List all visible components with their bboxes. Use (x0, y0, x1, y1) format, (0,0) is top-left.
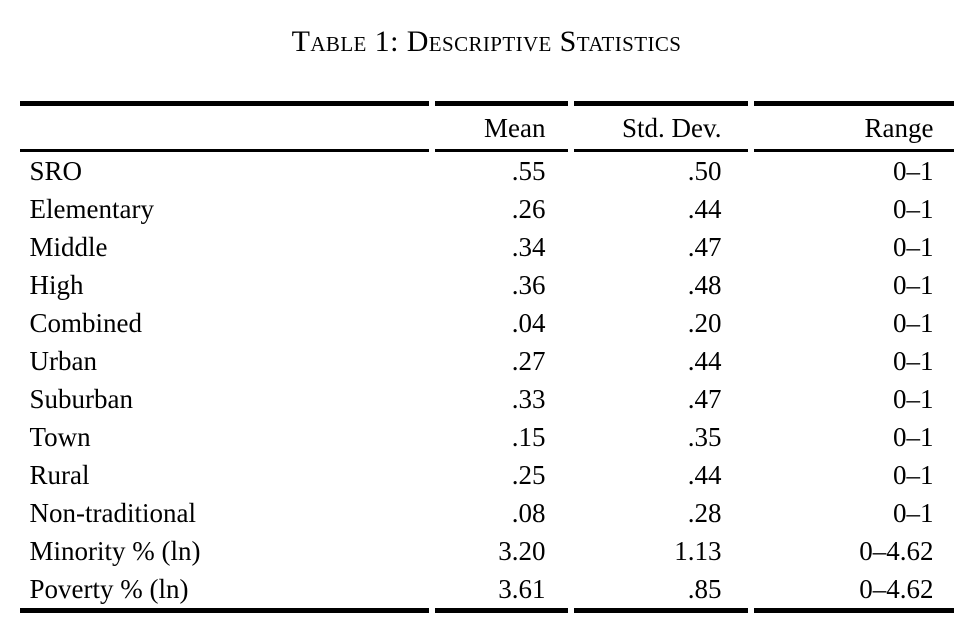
row-range-value: 0–4.62 (753, 570, 954, 613)
table-header-row: Mean Std. Dev. Range (19, 101, 954, 152)
table-row: Non-traditional .08 .28 0–1 (20, 494, 954, 532)
table-row: Combined .04 .20 0–1 (20, 304, 954, 342)
row-range-value: 0–1 (893, 422, 934, 452)
row-mean-value: .25 (511, 460, 546, 490)
row-std-value: .44 (687, 346, 722, 376)
table-row: Minority % (ln) 3.20 1.13 0–4.62 (20, 532, 954, 570)
row-std-value: .47 (687, 384, 722, 414)
row-std-value: .44 (687, 460, 722, 490)
row-range-value: 0–1 (893, 194, 934, 224)
row-std-value: .35 (687, 422, 722, 452)
header-range: Range (753, 101, 954, 152)
header-variable (19, 101, 429, 152)
table-row: Poverty % (ln) 3.61 .85 0–4.62 (19, 570, 954, 613)
header-std-dev: Std. Dev. (573, 101, 748, 152)
row-mean-value: .33 (511, 384, 546, 414)
row-mean-value: .55 (511, 156, 546, 186)
row-range-value: 0–1 (893, 346, 934, 376)
table-title: Table 1: Descriptive Statistics (291, 25, 682, 58)
row-mean-value: .34 (511, 232, 546, 262)
table-row: Middle .34 .47 0–1 (20, 228, 954, 266)
row-mean-value: .08 (511, 498, 546, 528)
row-range-value: 0–1 (893, 232, 934, 262)
row-label: Urban (29, 346, 97, 376)
row-std-value: .85 (573, 570, 748, 613)
row-label: Town (29, 422, 91, 452)
table-row: Elementary .26 .44 0–1 (20, 190, 954, 228)
table-row: SRO .55 .50 0–1 (20, 152, 954, 190)
table-row: Urban .27 .44 0–1 (20, 342, 954, 380)
row-range-value: 0–1 (893, 308, 934, 338)
table-body: SRO .55 .50 0–1 Elementary .26 .44 0–1 M… (19, 152, 954, 613)
table-row: Town .15 .35 0–1 (20, 418, 954, 456)
row-label: Combined (29, 308, 143, 338)
row-range-value: 0–1 (893, 156, 934, 186)
row-std-value: 1.13 (674, 536, 722, 566)
row-std-value: .47 (687, 232, 722, 262)
descriptive-statistics-table: Mean Std. Dev. Range SRO .55 .50 0–1 Ele… (14, 101, 960, 613)
row-mean-value: 3.61 (434, 570, 568, 613)
row-range-value: 0–4.62 (859, 536, 934, 566)
row-std-value: .20 (687, 308, 722, 338)
row-std-value: .44 (687, 194, 722, 224)
row-mean-value: .26 (511, 194, 546, 224)
row-range-value: 0–1 (893, 498, 934, 528)
row-label: Suburban (29, 384, 134, 414)
row-std-value: .50 (687, 156, 722, 186)
row-range-value: 0–1 (893, 384, 934, 414)
row-mean-value: .27 (511, 346, 546, 376)
row-mean-value: .36 (511, 270, 546, 300)
row-label: SRO (29, 156, 83, 186)
header-mean: Mean (434, 101, 568, 152)
row-label: High (29, 270, 84, 300)
row-mean-value: .15 (511, 422, 546, 452)
row-std-value: .28 (687, 498, 722, 528)
row-label: Minority % (ln) (29, 536, 201, 566)
table-row: High .36 .48 0–1 (20, 266, 954, 304)
row-label: Rural (29, 460, 90, 490)
table-row: Rural .25 .44 0–1 (20, 456, 954, 494)
table-row: Suburban .33 .47 0–1 (20, 380, 954, 418)
row-mean-value: 3.20 (498, 536, 546, 566)
row-label: Poverty % (ln) (19, 570, 429, 613)
row-std-value: .48 (687, 270, 722, 300)
row-label: Middle (29, 232, 108, 262)
row-range-value: 0–1 (893, 460, 934, 490)
row-range-value: 0–1 (893, 270, 934, 300)
row-label: Non-traditional (29, 498, 196, 528)
row-label: Elementary (29, 194, 154, 224)
row-mean-value: .04 (511, 308, 546, 338)
